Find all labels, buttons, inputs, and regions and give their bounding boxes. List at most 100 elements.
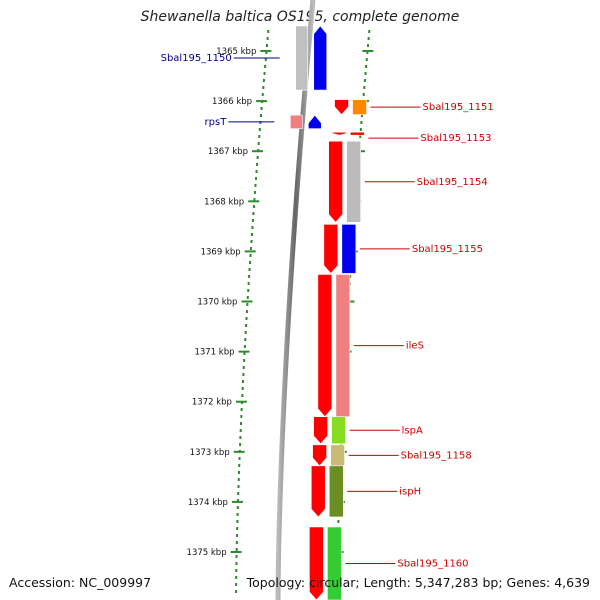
- ruler-dot: [360, 121, 363, 124]
- ruler-dot: [236, 513, 239, 516]
- gene-arrow: [310, 465, 326, 518]
- gene-label[interactable]: Sbal195_1155: [412, 244, 483, 255]
- ruler-dot: [249, 247, 252, 250]
- genome-summary: Topology: circular; Length: 5,347,283 bp…: [246, 575, 590, 590]
- ruler-dot: [245, 317, 248, 320]
- gene-feature: [327, 526, 342, 600]
- ruler-dot: [246, 296, 249, 299]
- ruler-tick-label: 1373 kbp: [190, 448, 230, 458]
- ruler-tick-label: 1368 kbp: [204, 197, 244, 207]
- genome-title: Shewanella baltica OS195, complete genom…: [140, 9, 460, 25]
- gene-label[interactable]: Sbal195_1160: [397, 558, 468, 569]
- ruler-dot: [244, 338, 247, 341]
- ruler-dot: [239, 443, 242, 446]
- ruler-dot: [236, 527, 239, 530]
- ruler-dot: [365, 65, 368, 68]
- ruler-dot: [237, 499, 240, 502]
- ruler-tick-label: 1369 kbp: [201, 247, 241, 257]
- ruler-dot: [235, 555, 238, 558]
- ruler-dot: [267, 30, 270, 33]
- ruler-dot: [237, 485, 240, 488]
- ruler-dot: [362, 93, 365, 96]
- ruler-dot: [359, 135, 362, 138]
- gene-arrow: [312, 444, 327, 467]
- gene-label[interactable]: Sbal195_1153: [420, 133, 491, 144]
- ruler-dot: [243, 359, 246, 362]
- ruler-dot: [250, 233, 253, 236]
- ruler-dot: [244, 331, 247, 334]
- ruler-dot: [243, 345, 246, 348]
- genome-backbone: [275, 0, 316, 600]
- ruler-dot: [255, 177, 258, 180]
- ruler-dot: [253, 198, 256, 201]
- gene-arrow: [313, 25, 328, 91]
- ruler-dot: [242, 373, 245, 376]
- gene-label[interactable]: Sbal195_1154: [417, 177, 488, 188]
- ruler-dot: [235, 541, 238, 544]
- ruler-tick-label: 1370 kbp: [197, 298, 237, 308]
- ruler-dot: [368, 30, 371, 33]
- ruler-dot: [263, 72, 266, 75]
- gene-label[interactable]: ileS: [406, 341, 424, 352]
- gene-feature: [290, 114, 303, 129]
- ruler-dot: [240, 408, 243, 411]
- ruler-dot: [367, 37, 370, 40]
- ruler-dot: [240, 422, 243, 425]
- ruler-dot: [239, 429, 242, 432]
- ruler-tick-label: 1375 kbp: [187, 548, 227, 558]
- ruler-dot: [250, 240, 253, 243]
- ruler-dot: [247, 282, 250, 285]
- ruler-dot: [258, 135, 261, 138]
- ruler-dot: [238, 457, 241, 460]
- ruler-tick-label: 1367 kbp: [208, 147, 248, 157]
- gene-feature: [295, 25, 309, 91]
- ruler-dot: [235, 548, 238, 551]
- ruler-dot: [235, 590, 238, 593]
- gene-arrow: [309, 526, 324, 600]
- gene-label[interactable]: Sbal195_1150: [161, 53, 232, 64]
- gene-feature: [352, 99, 367, 115]
- ruler-dot: [251, 219, 254, 222]
- ruler-dot: [257, 142, 260, 145]
- gene-arrow: [332, 131, 347, 136]
- ruler-dot: [241, 387, 244, 390]
- ruler-dot: [239, 436, 242, 439]
- ruler-dot: [252, 205, 255, 208]
- gene-feature: [341, 224, 357, 274]
- ruler-dot: [260, 107, 263, 110]
- gene-label[interactable]: Sbal195_1158: [401, 450, 472, 461]
- ruler-dot: [256, 163, 259, 166]
- ruler-dot: [365, 58, 368, 61]
- ruler-dot: [264, 65, 267, 68]
- gene-label[interactable]: ispH: [399, 486, 421, 497]
- ruler-dot: [364, 72, 367, 75]
- gene-arrow: [334, 99, 349, 116]
- ruler-dot: [262, 79, 265, 82]
- ruler-dot: [253, 191, 256, 194]
- ruler-dot: [337, 520, 340, 523]
- gene-label[interactable]: lspA: [402, 425, 423, 436]
- gene-feature: [335, 274, 351, 418]
- ruler-dot: [251, 226, 254, 229]
- ruler-dot: [238, 464, 241, 467]
- ruler-dot: [259, 114, 262, 117]
- gene-arrow: [308, 114, 322, 129]
- ruler-dot: [265, 51, 268, 54]
- ruler-dot: [235, 583, 238, 586]
- ruler-dot: [249, 261, 252, 264]
- ruler-dot: [259, 121, 262, 124]
- ruler-dot: [245, 310, 248, 313]
- ruler-dot: [265, 44, 268, 47]
- ruler-dot: [249, 254, 252, 257]
- ruler-tick-label: 1365 kbp: [216, 47, 256, 57]
- gene-label[interactable]: rpsT: [205, 117, 228, 128]
- ruler-dot: [360, 114, 363, 117]
- ruler-dot: [247, 289, 250, 292]
- ruler-dot: [242, 380, 245, 383]
- gene-label[interactable]: Sbal195_1151: [423, 102, 494, 113]
- ruler-dot: [255, 170, 258, 173]
- ruler-dot: [248, 275, 251, 278]
- ruler-tick-label: 1374 kbp: [188, 498, 228, 508]
- gene-feature: [331, 416, 346, 445]
- accession-label: Accession: NC_009997: [9, 575, 152, 590]
